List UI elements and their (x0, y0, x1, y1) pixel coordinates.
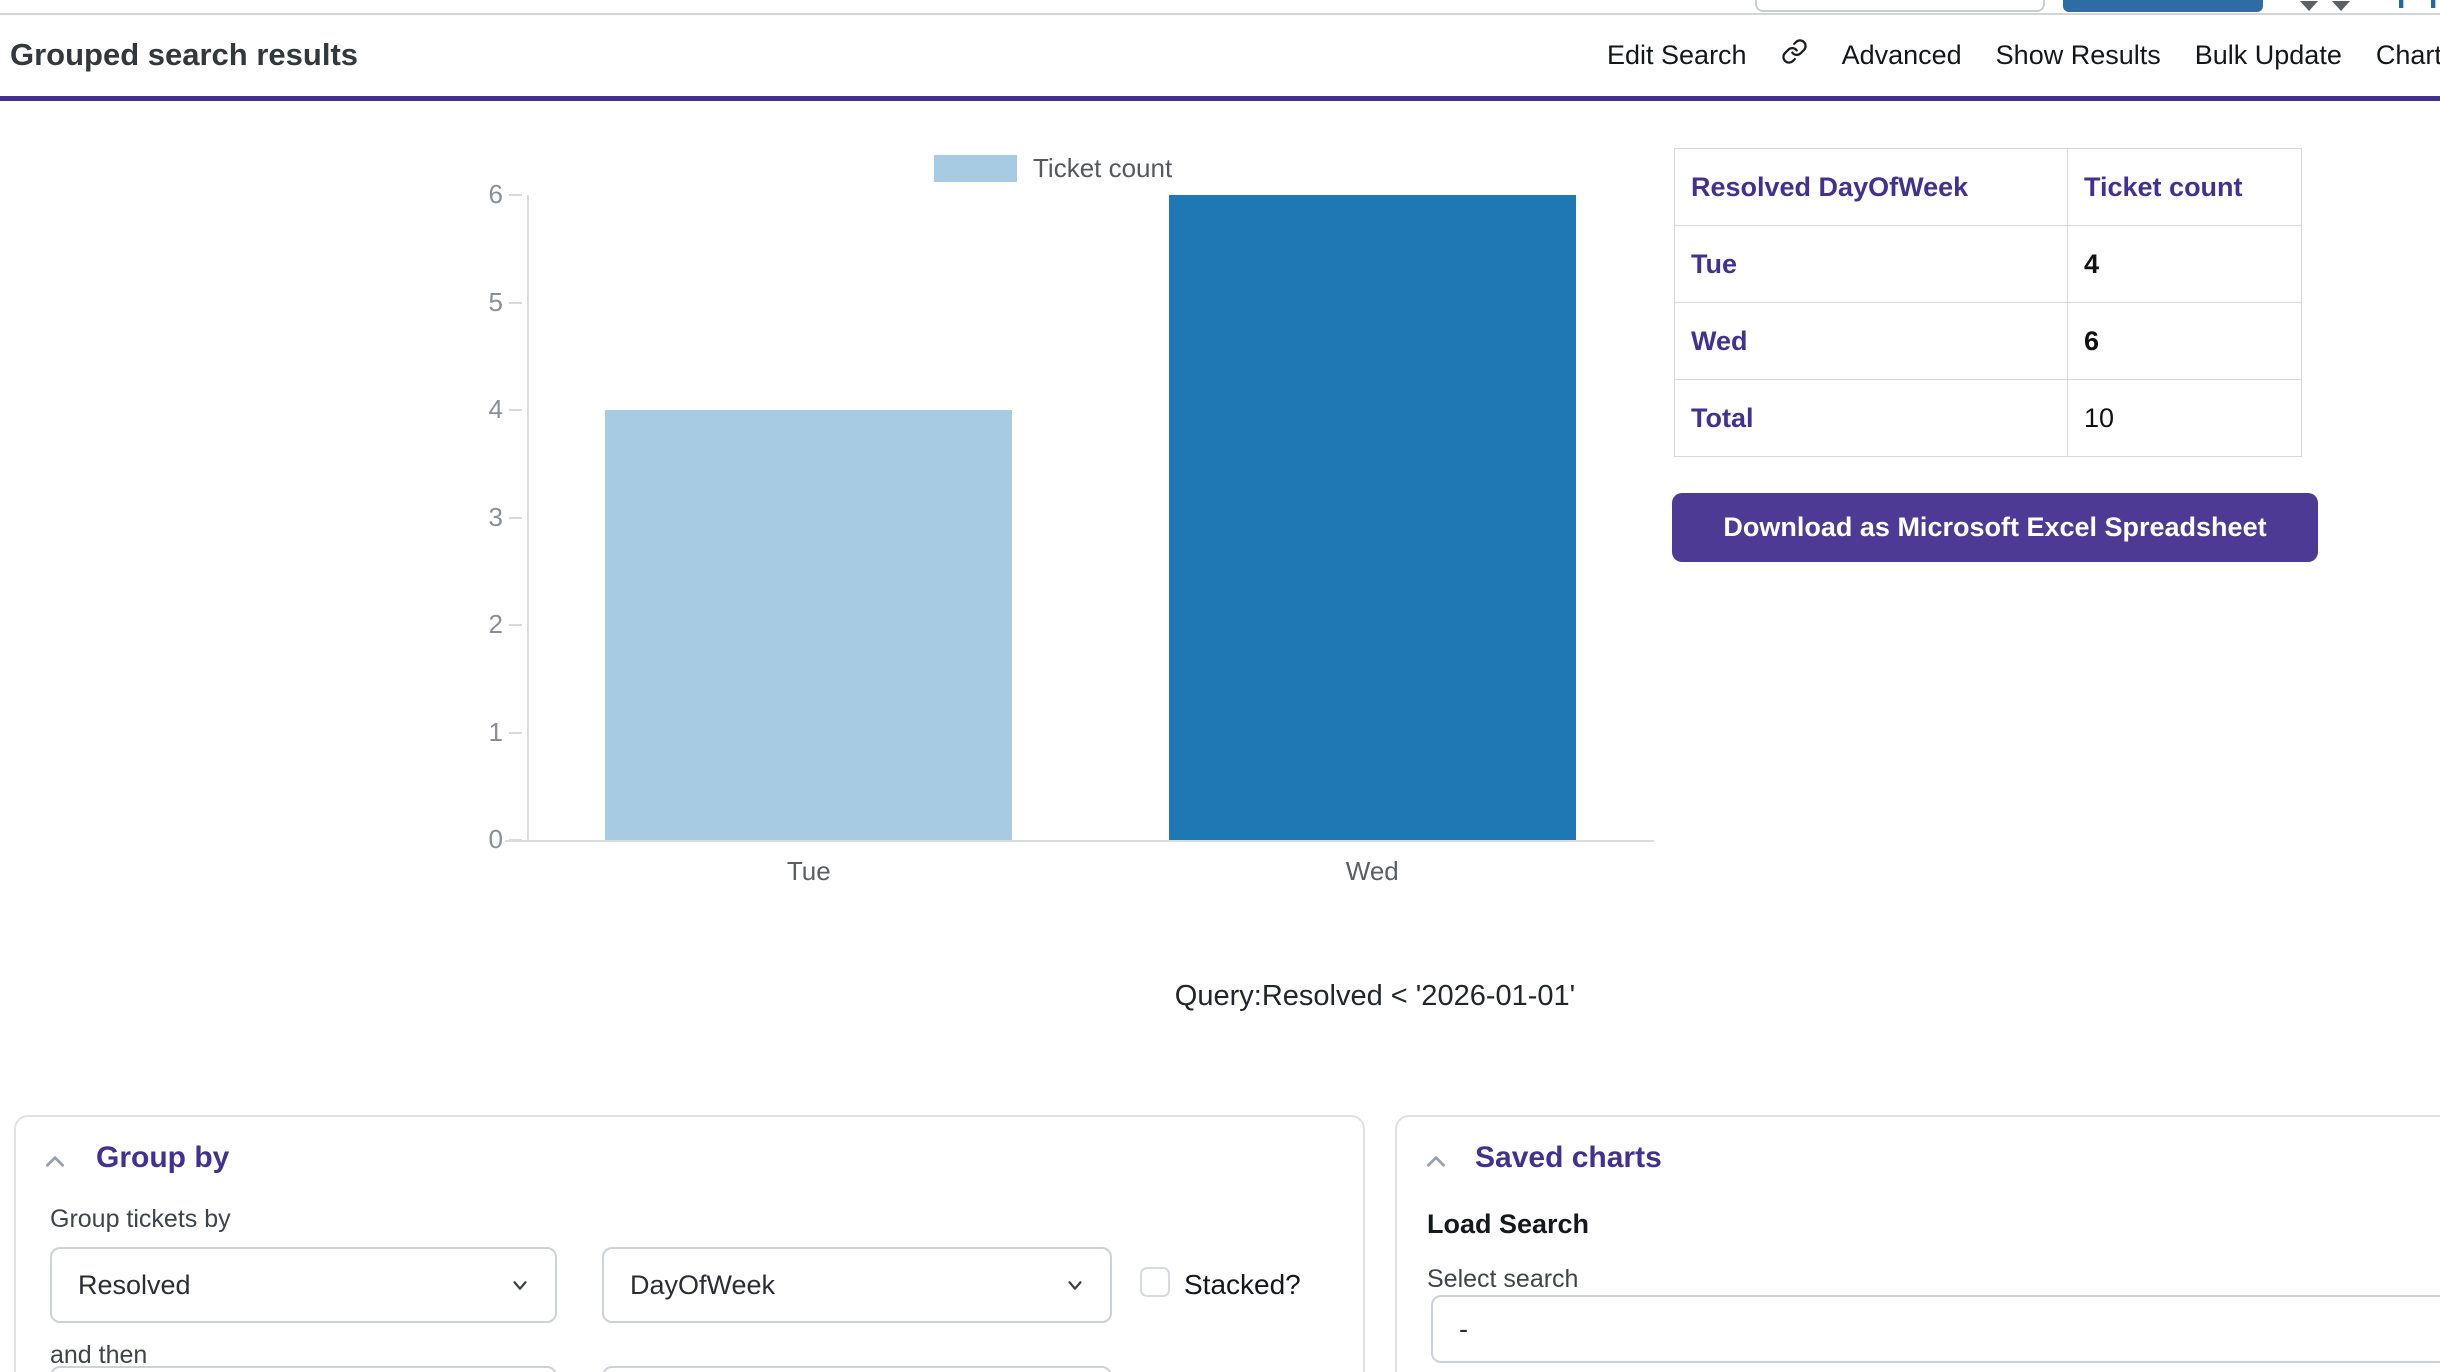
select-value: Resolved (78, 1269, 191, 1300)
load-search-heading: Load Search (1427, 1209, 1590, 1239)
y-tick-label: 0 (488, 824, 503, 854)
y-axis-line (527, 195, 529, 840)
y-tick-mark (509, 301, 522, 304)
stacked-label: Stacked? (1184, 1269, 1301, 1300)
y-tick-mark (509, 839, 522, 841)
group-by-panel: Group by Group tickets by Resolved DayOf… (14, 1115, 1365, 1372)
total-label-link[interactable]: Total (1675, 380, 2068, 456)
y-tick-label: 2 (488, 609, 503, 639)
x-axis-line (505, 840, 1654, 842)
group-by-field-select[interactable]: Resolved (50, 1247, 557, 1323)
row-label-link[interactable]: Tue (1675, 226, 2068, 302)
link-icon[interactable] (1781, 38, 1808, 72)
chevron-down-icon (1068, 1281, 1082, 1290)
panel-title: Saved charts (1475, 1141, 1662, 1174)
and-then-subfield-select[interactable] (602, 1366, 1112, 1372)
collapse-chevron-up-icon[interactable] (42, 1149, 68, 1180)
y-tick-mark (509, 731, 522, 734)
search-button[interactable] (2063, 0, 2263, 12)
download-excel-button[interactable]: Download as Microsoft Excel Spreadsheet (1672, 493, 2318, 562)
menu-advanced[interactable]: Advanced (1841, 39, 1962, 70)
saved-search-select[interactable]: - (1431, 1295, 2440, 1363)
row-count: 4 (2084, 248, 2100, 279)
page-title: Grouped search results (10, 37, 359, 72)
stacked-checkbox[interactable] (1140, 1267, 1170, 1297)
clipped-link-fragment[interactable]: T (2392, 0, 2410, 16)
legend-label: Ticket count (1033, 153, 1173, 183)
table-header-row: Resolved DayOfWeek Ticket count (1675, 149, 2301, 226)
y-tick-label: 1 (488, 716, 503, 747)
menu-bulk-update[interactable]: Bulk Update (2194, 39, 2342, 70)
y-tick-mark (509, 194, 522, 196)
legend-swatch (934, 155, 1017, 182)
group-by-subfield-select[interactable]: DayOfWeek (602, 1247, 1112, 1323)
bar-tue (605, 410, 1013, 840)
y-tick-mark (509, 516, 522, 519)
menu-chart[interactable]: Chart (2375, 39, 2440, 70)
chart-legend: Ticket count (934, 153, 1172, 184)
chevron-down-icon (513, 1281, 527, 1290)
col-header-count: Ticket count (2084, 171, 2243, 202)
bar-wed (1168, 195, 1576, 840)
chevron-down-icon[interactable] (2300, 1, 2318, 11)
y-tick-label: 6 (488, 179, 503, 209)
panel-title: Group by (96, 1141, 230, 1174)
y-tick-label: 5 (488, 286, 503, 317)
select-value: DayOfWeek (630, 1269, 776, 1300)
search-input[interactable] (1755, 0, 2045, 12)
menu-edit-search[interactable]: Edit Search (1607, 39, 1747, 70)
row-label-link[interactable]: Wed (1675, 303, 2068, 379)
row-count: 6 (2084, 325, 2100, 356)
and-then-field-select[interactable] (50, 1366, 557, 1372)
and-then-label: and then (50, 1341, 148, 1369)
collapse-chevron-up-icon[interactable] (1423, 1149, 1449, 1180)
y-tick-label: 4 (488, 394, 503, 424)
table-row: Wed 6 (1675, 303, 2301, 380)
page-menu: Edit Search Advanced Show Results Bulk U… (1607, 14, 2440, 96)
results-table: Resolved DayOfWeek Ticket count Tue 4 We… (1674, 148, 2302, 457)
y-tick-mark (509, 409, 522, 411)
col-header-group: Resolved DayOfWeek (1675, 149, 2068, 225)
select-value: - (1459, 1313, 1468, 1344)
y-tick-label: 3 (488, 501, 503, 532)
table-row: Tue 4 (1675, 226, 2301, 303)
clipped-link-fragment[interactable]: T (2424, 0, 2440, 16)
total-count: 10 (2084, 402, 2115, 433)
group-tickets-by-label: Group tickets by (50, 1205, 231, 1233)
x-category-label: Wed (1345, 856, 1399, 886)
y-tick-mark (509, 624, 522, 626)
table-total-row: Total 10 (1675, 380, 2301, 456)
saved-charts-panel: Saved charts Load Search Select search - (1395, 1115, 2440, 1372)
select-search-label: Select search (1427, 1265, 1579, 1293)
header-accent-rule (0, 96, 2440, 101)
menu-show-results[interactable]: Show Results (1995, 39, 2161, 70)
x-category-label: Tue (786, 856, 831, 886)
chevron-down-icon[interactable] (2332, 1, 2350, 11)
top-divider (0, 13, 2440, 15)
query-text: Query:Resolved < '2026-01-01' (1174, 980, 1576, 1012)
